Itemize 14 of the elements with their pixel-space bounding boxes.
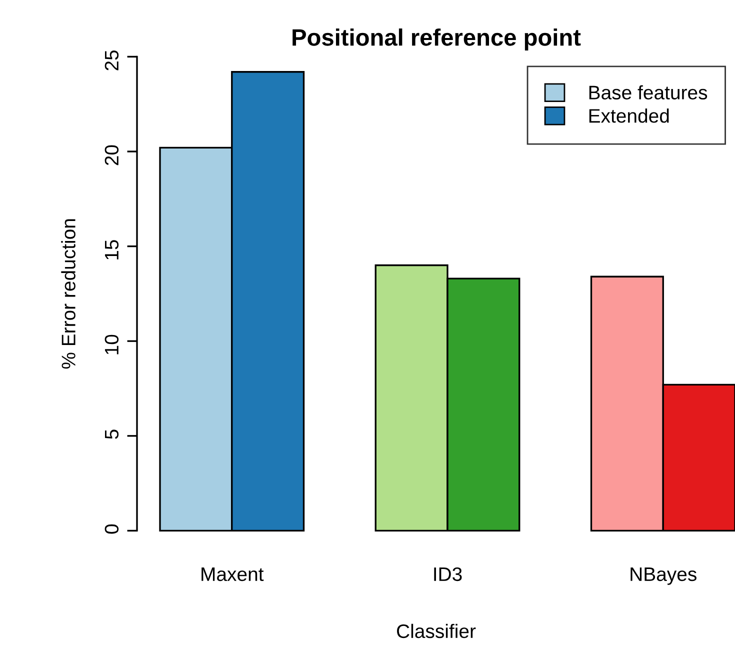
x-tick-label: ID3 <box>434 567 462 582</box>
legend-label: Base features <box>589 85 708 100</box>
legend-label: Extended <box>589 108 669 123</box>
chart-title: Positional reference point <box>292 28 581 50</box>
y-tick-label: 0 <box>104 524 119 534</box>
y-tick-label: 25 <box>104 50 119 70</box>
y-axis-title: % Error reduction <box>61 219 76 369</box>
y-tick-label: 10 <box>104 334 119 354</box>
x-axis-title: Classifier <box>397 624 476 638</box>
y-tick-label: 20 <box>104 145 119 166</box>
y-tick-label: 15 <box>105 240 119 260</box>
y-tick-label: 5 <box>105 430 119 439</box>
x-tick-label: NBayes <box>630 568 696 585</box>
x-tick-label: Maxent <box>202 568 264 582</box>
